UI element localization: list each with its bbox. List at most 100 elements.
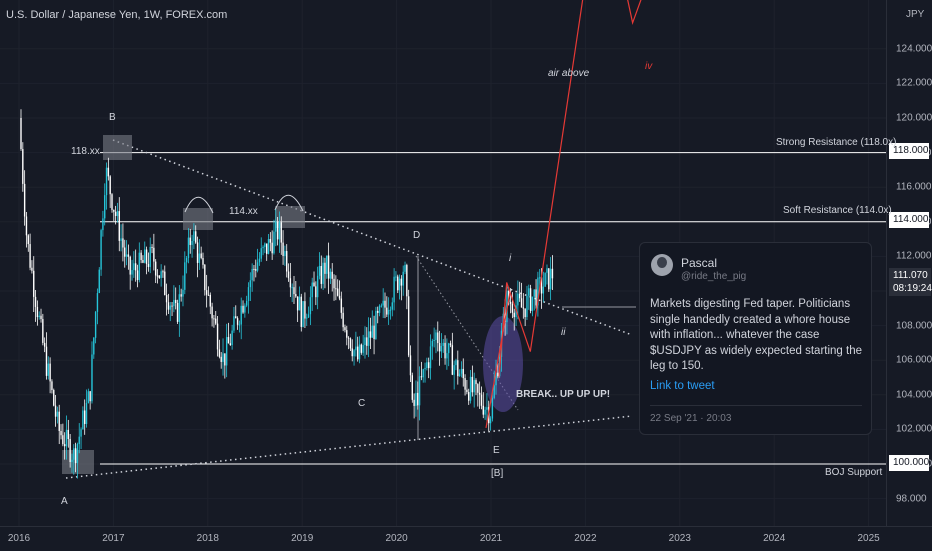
candle-body bbox=[271, 242, 273, 254]
box-price-label: 114.xx bbox=[229, 206, 258, 217]
price-tick: 124.000 bbox=[896, 43, 932, 55]
candle-body bbox=[162, 271, 164, 273]
candle-body bbox=[444, 342, 446, 359]
candle-body bbox=[276, 221, 279, 240]
candle-body bbox=[528, 288, 530, 296]
candle-body bbox=[109, 176, 111, 195]
candle-body bbox=[338, 295, 341, 299]
price-tick: 106.000 bbox=[896, 354, 932, 366]
candle-body bbox=[125, 254, 128, 257]
candle-body bbox=[540, 277, 543, 294]
candle-body bbox=[482, 405, 484, 415]
candle-body bbox=[327, 255, 330, 279]
candle-body bbox=[478, 392, 481, 395]
candle-body bbox=[539, 277, 541, 279]
candle-body bbox=[453, 365, 455, 375]
candle-body bbox=[67, 429, 70, 440]
candle-body bbox=[196, 242, 199, 263]
candle-body bbox=[386, 307, 388, 315]
candle-body bbox=[185, 258, 188, 263]
candle-body bbox=[56, 411, 59, 417]
price-tick: 120.000 bbox=[896, 112, 932, 124]
candle-body bbox=[156, 275, 159, 277]
candle-body bbox=[136, 270, 139, 280]
lower-trendline bbox=[65, 415, 633, 479]
boj-support-label: BOJ Support bbox=[825, 467, 883, 478]
candle-body bbox=[289, 278, 292, 288]
candle-body bbox=[326, 255, 328, 274]
candle-body bbox=[282, 242, 284, 257]
time-scale[interactable] bbox=[0, 526, 932, 551]
last-price-badge: 111.070 08:19:24 bbox=[889, 268, 932, 296]
candle-body bbox=[33, 270, 35, 297]
candle-body bbox=[242, 305, 244, 313]
candle-body bbox=[80, 429, 82, 437]
candle-body bbox=[63, 444, 66, 447]
candle-body bbox=[307, 314, 310, 318]
candle-body bbox=[69, 439, 71, 463]
candle-body bbox=[275, 221, 277, 232]
candle-body bbox=[329, 271, 332, 279]
candle-body bbox=[171, 305, 173, 307]
candle-body bbox=[191, 240, 193, 245]
candle-body bbox=[391, 302, 393, 310]
candle-body bbox=[431, 340, 434, 347]
tweet-link[interactable]: Link to tweet bbox=[650, 380, 715, 392]
candle-body bbox=[227, 337, 230, 344]
candle-body bbox=[65, 429, 68, 447]
candle-body bbox=[464, 378, 466, 390]
chart-title: U.S. Dollar / Japanese Yen, 1W, FOREX.co… bbox=[6, 9, 228, 21]
candle-body bbox=[551, 268, 554, 279]
wave-c-label: C bbox=[358, 398, 366, 409]
candle-body bbox=[180, 294, 182, 297]
candle-body bbox=[43, 342, 46, 347]
candle-body bbox=[489, 418, 492, 424]
candle-body bbox=[105, 167, 108, 196]
candle-body bbox=[362, 345, 364, 353]
candle-body bbox=[413, 399, 415, 406]
price-scale[interactable] bbox=[886, 0, 932, 526]
candle-body bbox=[264, 243, 266, 247]
candle-body bbox=[147, 263, 150, 267]
candle-body bbox=[94, 311, 97, 338]
candle-body bbox=[45, 346, 48, 376]
candle-body bbox=[245, 300, 248, 306]
tweet-card[interactable]: Pascal @ride_the_pig Markets digesting F… bbox=[639, 242, 872, 435]
candle-body bbox=[225, 337, 228, 366]
candle-body bbox=[397, 276, 399, 291]
candle-body bbox=[129, 256, 131, 275]
candle-body bbox=[25, 216, 28, 236]
candle-body bbox=[58, 411, 60, 431]
candle-body bbox=[369, 331, 372, 338]
candle-body bbox=[493, 385, 495, 398]
candle-body bbox=[231, 330, 233, 346]
candle-body bbox=[311, 282, 313, 298]
candle-body bbox=[200, 253, 202, 258]
candle-body bbox=[440, 345, 443, 352]
candle-body bbox=[216, 323, 219, 350]
candle-body bbox=[353, 350, 355, 357]
b-price-label: 118.xx bbox=[71, 146, 100, 157]
candle-body bbox=[42, 319, 44, 343]
bar-countdown: 08:19:24 bbox=[893, 283, 932, 294]
candle-body bbox=[415, 392, 417, 406]
candle-body bbox=[296, 296, 299, 311]
candle-body bbox=[144, 249, 146, 263]
candle-body bbox=[375, 310, 377, 340]
candle-body bbox=[402, 271, 404, 286]
candle-body bbox=[518, 293, 521, 299]
candle-body bbox=[93, 337, 95, 355]
candle-body bbox=[429, 346, 432, 369]
candle-body bbox=[511, 303, 514, 313]
candle-body bbox=[278, 222, 281, 240]
candle-body bbox=[124, 247, 126, 257]
candle-body bbox=[380, 305, 383, 307]
upper-trendline bbox=[112, 139, 633, 336]
strong-resistance-label: Strong Resistance (118.0x) bbox=[776, 137, 897, 148]
candle-body bbox=[546, 268, 548, 273]
candle-body bbox=[215, 318, 217, 324]
candle-body bbox=[198, 253, 201, 263]
candle-body bbox=[142, 260, 144, 263]
candle-body bbox=[377, 310, 379, 313]
